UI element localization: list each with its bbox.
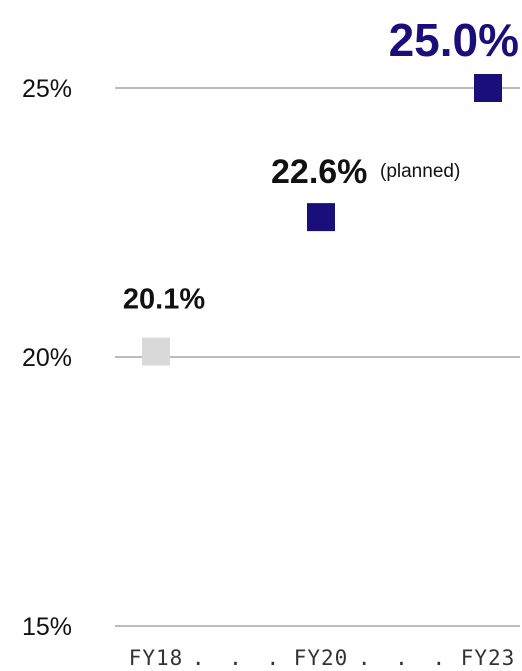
y-axis-tick-labels: 15% 20% 25%: [22, 75, 72, 641]
x-axis-separator-2: . . .: [358, 646, 451, 670]
y-tick-label-15: 15%: [22, 613, 72, 641]
data-label-fy20: 22.6%: [271, 153, 367, 191]
data-note-fy20: (planned): [380, 161, 460, 182]
data-point-fy23: [474, 74, 502, 102]
gridlines: [115, 87, 520, 627]
x-axis-separator-1: . . .: [192, 646, 285, 670]
x-tick-label-fy18: FY18: [129, 646, 184, 670]
data-label-fy23: 25.0%: [389, 14, 519, 66]
y-tick-label-25: 25%: [22, 75, 72, 103]
data-points: [142, 74, 502, 366]
data-point-fy18: [142, 337, 170, 366]
y-tick-label-20: 20%: [22, 344, 72, 372]
data-label-fy18: 20.1%: [123, 284, 205, 316]
x-axis-tick-labels: FY18 FY20 FY23 . . . . . .: [129, 646, 516, 670]
x-tick-label-fy20: FY20: [294, 646, 349, 670]
data-point-fy20: [307, 203, 335, 232]
data-labels: 20.1% 22.6% (planned) 25.0%: [123, 14, 519, 316]
x-tick-label-fy23: FY23: [461, 646, 516, 670]
